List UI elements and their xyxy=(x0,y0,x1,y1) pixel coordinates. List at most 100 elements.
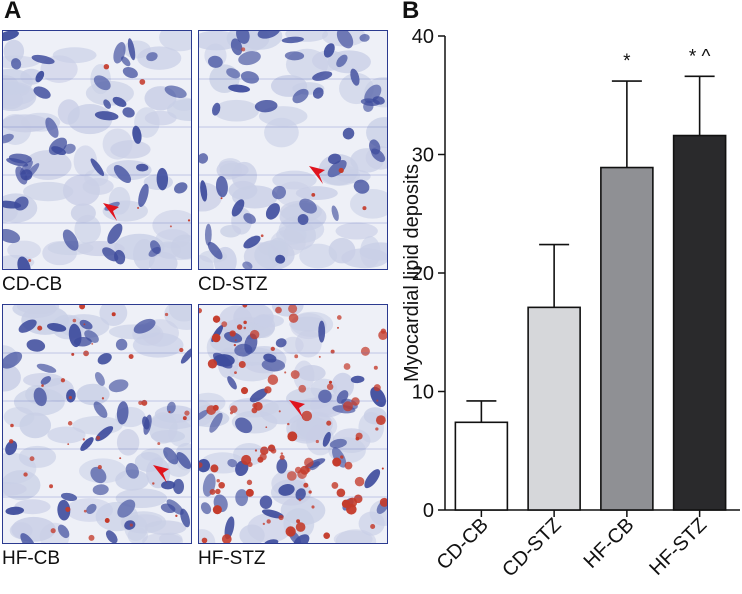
significance-annotation: * ^ xyxy=(689,46,711,67)
lipid-droplet xyxy=(252,403,258,408)
lipid-droplet xyxy=(179,347,184,353)
cell-nucleus xyxy=(90,158,105,177)
lipid-droplet xyxy=(295,522,306,532)
lipid-droplet xyxy=(373,384,381,392)
cell-nucleus xyxy=(97,353,112,365)
cell-nucleus xyxy=(105,530,118,543)
cell-nucleus xyxy=(350,375,365,384)
micrograph-label-cd-stz: CD-STZ xyxy=(198,274,268,295)
lipid-droplet xyxy=(330,349,335,354)
x-tick-label: HF-CB xyxy=(580,514,639,573)
panel-a-letter: A xyxy=(4,0,22,24)
lipid-droplet xyxy=(355,432,363,440)
cell-nucleus xyxy=(31,54,55,65)
cell-cytoplasm xyxy=(3,363,21,392)
cell-nucleus xyxy=(112,96,127,108)
lipid-droplet xyxy=(342,401,353,412)
lipid-droplet xyxy=(287,422,290,426)
lipid-droplet xyxy=(136,206,140,210)
lipid-droplet xyxy=(264,386,272,394)
cell-nucleus xyxy=(259,495,273,509)
lipid-droplet xyxy=(285,526,296,537)
cell-nucleus xyxy=(257,31,281,39)
lipid-droplet xyxy=(242,305,248,308)
lipid-droplet xyxy=(311,192,316,197)
cell-nucleus xyxy=(336,390,349,404)
cell-nucleus xyxy=(275,338,287,348)
cell-nucleus xyxy=(6,158,29,167)
cell-nucleus xyxy=(86,503,97,515)
lipid-droplet xyxy=(101,397,105,400)
lipid-droplet xyxy=(351,397,360,406)
cell-nucleus xyxy=(227,458,238,468)
micrograph-cd-cb xyxy=(2,30,192,270)
cell-nucleus xyxy=(116,401,129,425)
cell-nucleus xyxy=(318,389,332,404)
lipid-droplet xyxy=(267,444,276,452)
lipid-droplet xyxy=(360,346,370,356)
lipid-droplet xyxy=(298,384,307,393)
cell-nucleus xyxy=(143,414,152,435)
lipid-droplet xyxy=(315,439,319,444)
cell-cytoplasm xyxy=(70,203,96,223)
cell-nucleus xyxy=(261,358,286,372)
lipid-droplet xyxy=(67,421,73,426)
lipid-droplet xyxy=(139,79,146,85)
cell-cytoplasm xyxy=(305,424,335,456)
cell-nucleus xyxy=(353,179,370,194)
cell-nucleus xyxy=(265,203,280,220)
cell-cytoplasm xyxy=(349,189,387,219)
lipid-droplet xyxy=(338,167,344,174)
cell-nucleus xyxy=(363,100,374,112)
cell-nucleus xyxy=(369,139,381,155)
cell-nucleus xyxy=(238,51,261,66)
cell-nucleus xyxy=(166,401,176,414)
bar-cd-cb xyxy=(454,421,509,511)
cell-nucleus xyxy=(242,261,253,269)
cell-nucleus xyxy=(284,51,305,61)
lipid-droplet xyxy=(29,456,35,462)
lipid-droplet xyxy=(236,324,243,330)
lipid-droplet xyxy=(286,471,297,481)
lipid-droplet xyxy=(300,465,310,475)
lipid-droplet xyxy=(97,465,102,470)
lipid-droplet xyxy=(341,499,351,508)
cell-nucleus xyxy=(254,99,278,113)
lipid-droplet xyxy=(91,342,94,345)
lipid-droplet xyxy=(103,63,110,70)
cell-nucleus xyxy=(227,376,237,390)
cell-nucleus xyxy=(342,127,355,140)
cell-nucleus xyxy=(164,85,187,98)
cell-nucleus xyxy=(63,143,76,154)
cell-cytoplasm xyxy=(199,392,226,413)
micrograph-label-cd-cb: CD-CB xyxy=(2,274,63,295)
lipid-droplet xyxy=(267,374,279,385)
cell-cytoplasm xyxy=(272,170,317,190)
cell-cytoplasm xyxy=(144,520,187,536)
cell-nucleus xyxy=(261,509,284,519)
cell-nucleus xyxy=(312,87,324,99)
y-axis-label: Myocardial lipid deposits xyxy=(401,164,423,382)
lipid-droplet xyxy=(210,464,219,473)
cell-nucleus xyxy=(3,31,19,41)
cell-nucleus xyxy=(224,331,243,343)
cell-nucleus xyxy=(133,318,156,334)
lipid-droplet xyxy=(96,435,101,440)
cell-nucleus xyxy=(117,499,136,518)
lipid-droplet xyxy=(287,431,298,442)
lipid-droplet xyxy=(332,457,342,467)
cell-nucleus xyxy=(281,36,304,44)
cell-cytoplasm xyxy=(148,412,178,444)
cell-nucleus xyxy=(146,52,158,62)
cell-nucleus xyxy=(200,502,212,515)
lipid-droplet xyxy=(326,383,334,391)
lipid-droplet xyxy=(298,498,302,502)
micrograph-hf-cb xyxy=(2,304,192,544)
lipid-droplet xyxy=(221,534,232,543)
x-tick-label: CD-CB xyxy=(433,514,493,574)
lipid-droplet xyxy=(229,411,233,415)
cell-nucleus xyxy=(199,409,209,421)
cell-nucleus xyxy=(226,68,241,79)
lipid-droplet xyxy=(254,449,258,452)
lipid-droplet xyxy=(220,197,223,200)
